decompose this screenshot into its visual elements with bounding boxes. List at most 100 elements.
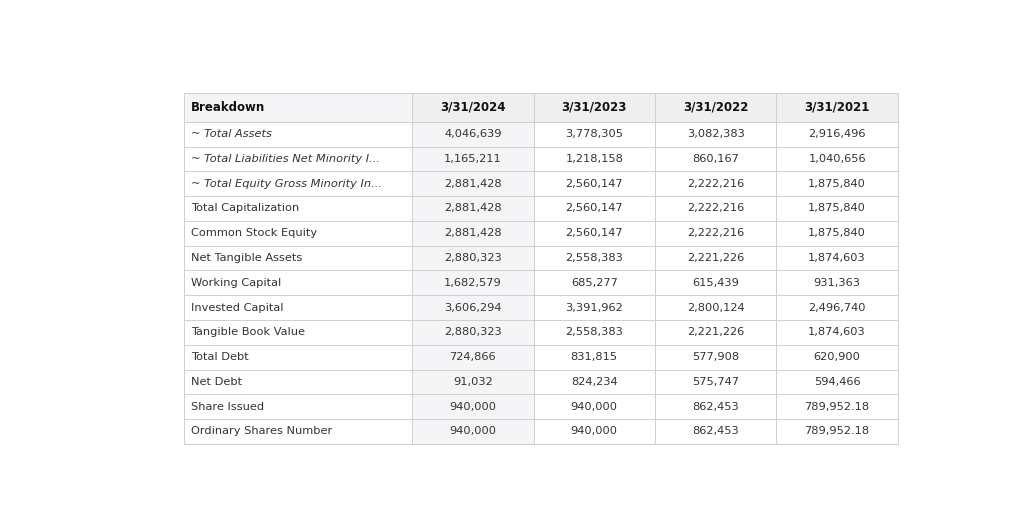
Text: Total Debt: Total Debt bbox=[190, 352, 249, 362]
Text: 2,560,147: 2,560,147 bbox=[565, 228, 623, 238]
Bar bbox=[412, 370, 534, 394]
Text: Net Tangible Assets: Net Tangible Assets bbox=[190, 253, 302, 263]
Bar bbox=[776, 122, 898, 146]
Text: 2,222,216: 2,222,216 bbox=[687, 179, 744, 189]
Text: Total Capitalization: Total Capitalization bbox=[190, 203, 299, 214]
Bar bbox=[183, 394, 412, 419]
Text: 1,218,158: 1,218,158 bbox=[565, 154, 624, 164]
Text: 4,046,639: 4,046,639 bbox=[444, 129, 502, 139]
Bar bbox=[776, 221, 898, 246]
Bar bbox=[534, 419, 655, 444]
Text: 931,363: 931,363 bbox=[814, 278, 860, 288]
Bar bbox=[776, 320, 898, 345]
Text: 2,560,147: 2,560,147 bbox=[565, 203, 623, 214]
Bar bbox=[776, 394, 898, 419]
Bar bbox=[534, 221, 655, 246]
Bar bbox=[655, 345, 776, 370]
Text: 789,952.18: 789,952.18 bbox=[805, 426, 869, 436]
Text: 789,952.18: 789,952.18 bbox=[805, 402, 869, 412]
Text: 1,875,840: 1,875,840 bbox=[808, 203, 866, 214]
Bar bbox=[655, 93, 776, 122]
Text: 2,560,147: 2,560,147 bbox=[565, 179, 623, 189]
Text: 2,916,496: 2,916,496 bbox=[808, 129, 866, 139]
Text: ~ Total Assets: ~ Total Assets bbox=[190, 129, 271, 139]
Text: 862,453: 862,453 bbox=[692, 402, 739, 412]
Bar bbox=[655, 370, 776, 394]
Bar bbox=[183, 146, 412, 172]
Text: 831,815: 831,815 bbox=[570, 352, 617, 362]
Text: 2,881,428: 2,881,428 bbox=[444, 179, 502, 189]
Bar bbox=[183, 370, 412, 394]
Text: Working Capital: Working Capital bbox=[190, 278, 281, 288]
Bar bbox=[183, 320, 412, 345]
Bar bbox=[534, 146, 655, 172]
Bar bbox=[655, 270, 776, 295]
Text: Tangible Book Value: Tangible Book Value bbox=[190, 327, 305, 337]
Text: 3/31/2021: 3/31/2021 bbox=[805, 101, 869, 114]
Bar bbox=[655, 122, 776, 146]
Bar bbox=[183, 295, 412, 320]
Text: 940,000: 940,000 bbox=[570, 426, 617, 436]
Bar bbox=[412, 295, 534, 320]
Bar bbox=[655, 246, 776, 270]
Text: 2,221,226: 2,221,226 bbox=[687, 327, 744, 337]
Text: 594,466: 594,466 bbox=[814, 377, 860, 387]
Bar bbox=[534, 345, 655, 370]
Text: 3/31/2023: 3/31/2023 bbox=[561, 101, 627, 114]
Text: 940,000: 940,000 bbox=[570, 402, 617, 412]
Text: 577,908: 577,908 bbox=[692, 352, 739, 362]
Bar bbox=[534, 394, 655, 419]
Bar bbox=[412, 122, 534, 146]
Text: 620,900: 620,900 bbox=[814, 352, 860, 362]
Bar bbox=[183, 419, 412, 444]
Text: 2,222,216: 2,222,216 bbox=[687, 228, 744, 238]
Text: 2,221,226: 2,221,226 bbox=[687, 253, 744, 263]
Text: 1,682,579: 1,682,579 bbox=[444, 278, 502, 288]
Text: 91,032: 91,032 bbox=[453, 377, 493, 387]
Bar bbox=[183, 221, 412, 246]
Text: 2,496,740: 2,496,740 bbox=[808, 303, 866, 313]
Text: 2,880,323: 2,880,323 bbox=[444, 253, 502, 263]
Text: 685,277: 685,277 bbox=[570, 278, 617, 288]
Bar bbox=[183, 93, 412, 122]
Bar bbox=[776, 146, 898, 172]
Text: 575,747: 575,747 bbox=[692, 377, 739, 387]
Bar bbox=[776, 172, 898, 196]
Bar bbox=[412, 320, 534, 345]
Text: 3,606,294: 3,606,294 bbox=[444, 303, 502, 313]
Bar bbox=[534, 370, 655, 394]
Text: 1,874,603: 1,874,603 bbox=[808, 253, 866, 263]
Bar bbox=[776, 270, 898, 295]
Text: 2,881,428: 2,881,428 bbox=[444, 203, 502, 214]
Text: Net Debt: Net Debt bbox=[190, 377, 242, 387]
Bar bbox=[776, 196, 898, 221]
Bar bbox=[534, 246, 655, 270]
Text: Ordinary Shares Number: Ordinary Shares Number bbox=[190, 426, 332, 436]
Text: 862,453: 862,453 bbox=[692, 426, 739, 436]
Text: 940,000: 940,000 bbox=[450, 426, 497, 436]
Text: 3,082,383: 3,082,383 bbox=[687, 129, 744, 139]
Text: 860,167: 860,167 bbox=[692, 154, 739, 164]
Bar bbox=[534, 295, 655, 320]
Bar bbox=[183, 122, 412, 146]
Bar bbox=[412, 270, 534, 295]
Bar bbox=[655, 394, 776, 419]
Bar bbox=[776, 419, 898, 444]
Text: Common Stock Equity: Common Stock Equity bbox=[190, 228, 316, 238]
Bar bbox=[655, 295, 776, 320]
Text: ~ Total Liabilities Net Minority I...: ~ Total Liabilities Net Minority I... bbox=[190, 154, 380, 164]
Bar bbox=[534, 93, 655, 122]
Text: 2,880,323: 2,880,323 bbox=[444, 327, 502, 337]
Bar bbox=[534, 320, 655, 345]
Text: 724,866: 724,866 bbox=[450, 352, 497, 362]
Text: 2,881,428: 2,881,428 bbox=[444, 228, 502, 238]
Text: 1,040,656: 1,040,656 bbox=[808, 154, 866, 164]
Text: Share Issued: Share Issued bbox=[190, 402, 264, 412]
Text: Breakdown: Breakdown bbox=[190, 101, 265, 114]
Bar bbox=[412, 419, 534, 444]
Bar bbox=[183, 172, 412, 196]
Bar bbox=[412, 196, 534, 221]
Bar bbox=[776, 345, 898, 370]
Text: 2,800,124: 2,800,124 bbox=[687, 303, 744, 313]
Bar bbox=[412, 221, 534, 246]
